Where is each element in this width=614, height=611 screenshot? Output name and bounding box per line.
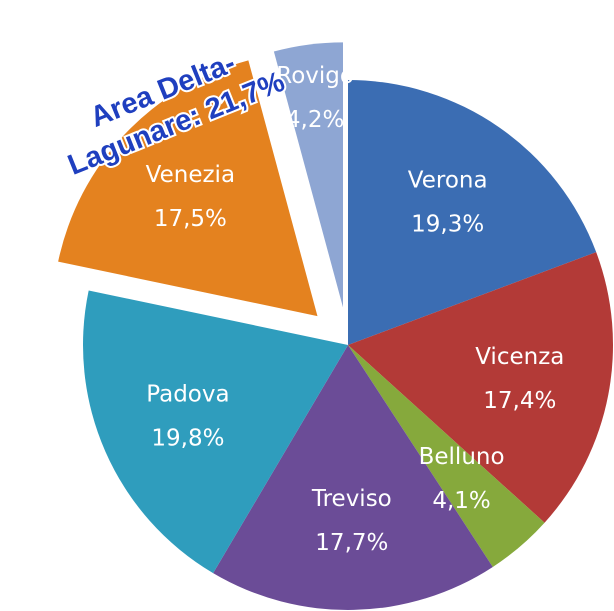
- slice: [213, 345, 493, 610]
- slice-value: 4,2%: [286, 107, 344, 133]
- slice-name: Verona: [408, 167, 488, 193]
- slice-name: Vicenza: [475, 344, 564, 370]
- slice: [348, 252, 614, 523]
- slice: [58, 60, 318, 317]
- slice-name: Venezia: [146, 162, 235, 188]
- pie: [58, 42, 614, 610]
- labels: Verona 19,3% Vicenza 17,4% Belluno 4,1% Trevis…: [146, 63, 565, 556]
- slice-value: 19,3%: [411, 211, 484, 237]
- slice-value: 4,1%: [432, 488, 490, 514]
- slice-name: Rovigo: [276, 63, 354, 89]
- slice: [273, 42, 344, 308]
- slice: [348, 80, 597, 345]
- slice-value: 19,8%: [151, 425, 224, 451]
- slice-name: Padova: [146, 381, 229, 407]
- slice: [82, 290, 348, 574]
- slice-name: Belluno: [419, 444, 505, 470]
- slice-value: 17,5%: [154, 206, 227, 232]
- slice: [348, 345, 545, 567]
- slice-value: 17,7%: [315, 530, 388, 556]
- slice-name: Treviso: [311, 486, 392, 512]
- slice-value: 17,4%: [483, 388, 556, 414]
